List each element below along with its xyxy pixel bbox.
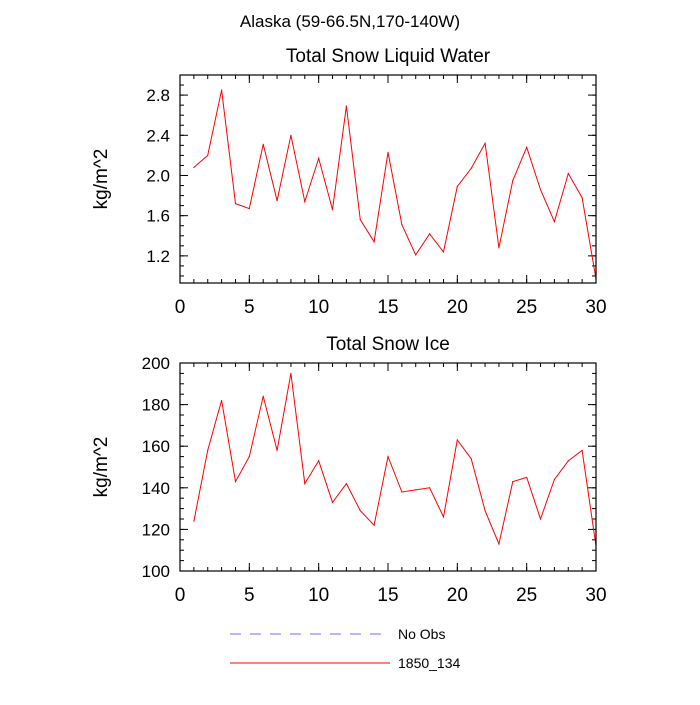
data-point [304,201,306,203]
data-point [359,510,361,512]
data-point [581,196,583,199]
data-point [539,518,542,520]
data-point [193,166,195,169]
x-tick-label: 10 [308,297,329,318]
data-point [442,516,445,518]
data-point [221,89,223,91]
y-tick-label: 120 [142,520,170,539]
x-tick-label: 20 [447,297,468,318]
x-tick-label: 5 [244,585,255,606]
data-point [276,449,278,451]
y-axis-label: kg/m^2 [91,437,112,498]
y-tick-label: 1.6 [146,207,170,226]
data-point [470,167,472,170]
y-tick-label: 2.8 [146,86,170,105]
x-tick-label: 0 [175,585,186,606]
data-point [498,543,500,545]
x-tick-label: 5 [244,297,255,318]
panel-title: Total Snow Ice [326,334,450,355]
panel-snow-liquid-water: Total Snow Liquid Water kg/m^2 1.2 1.6 2.0 2.… [91,46,607,318]
plot-frame [179,74,597,284]
legend-label: 1850_134 [398,655,461,671]
data-point [331,209,334,211]
data-point [373,524,375,526]
y-tick-label: 1.2 [146,247,170,266]
data-point [345,105,347,107]
data-point [304,483,306,485]
data-point [526,476,528,478]
data-point [442,251,445,253]
x-tick-label: 30 [585,297,606,318]
series-line-1850_134 [193,373,597,547]
figure-title: Alaska (59-66.5N,170-140W) [240,12,460,31]
legend: No Obs 1850_134 [230,626,461,671]
data-point [553,478,556,481]
data-point [234,203,237,205]
data-point [318,460,320,462]
data-point [567,460,569,462]
data-point [553,221,556,223]
data-point [387,456,389,458]
y-tick-label: 2.4 [146,126,170,145]
y-tick-label: 200 [142,354,170,373]
x-tick-label: 15 [377,297,398,318]
y-tick-label: 160 [142,437,170,456]
data-point [401,224,403,226]
series-line-1850_134 [193,89,597,280]
data-point [470,458,472,460]
data-point [248,456,250,458]
y-axis-label: kg/m^2 [91,149,112,210]
data-point [193,520,195,522]
x-tick-label: 30 [585,585,606,606]
data-point [512,480,514,483]
x-tick-label: 25 [516,585,537,606]
data-point [581,449,583,451]
x-tick-label: 10 [308,585,329,606]
data-point [387,151,389,153]
data-point [512,179,514,182]
plot-frame [179,362,597,572]
data-point [221,399,223,402]
data-point [345,483,347,485]
data-point [401,491,403,493]
x-tick-label: 0 [175,297,186,318]
y-tick-label: 140 [142,479,170,498]
data-point [234,480,237,483]
data-point [526,146,528,148]
data-point [498,247,500,249]
data-point [276,200,278,202]
y-tick-label: 180 [142,396,170,415]
data-point [415,489,417,491]
y-tick-label: 2.0 [146,166,170,185]
data-point [262,395,264,397]
data-point [331,501,334,503]
data-point [429,487,431,489]
legend-label: No Obs [398,626,445,642]
data-point [207,449,209,451]
data-point [318,157,320,160]
data-point [248,208,250,210]
data-point [567,172,569,175]
x-tick-label: 15 [377,585,398,606]
y-tick-label: 100 [142,562,170,581]
data-point [456,185,458,188]
panel-snow-ice: Total Snow Ice kg/m^2 100 120 140 160 180 200 0 5… [91,334,607,606]
panel-title: Total Snow Liquid Water [286,46,491,67]
data-point [359,219,361,221]
data-point [415,254,417,256]
data-point [262,143,264,145]
data-point [456,439,458,441]
x-tick-label: 25 [516,297,537,318]
data-point [207,154,209,156]
x-tick-label: 20 [447,585,468,606]
data-point [484,510,486,512]
data-point [539,188,542,191]
data-point [373,241,375,243]
data-point [290,134,292,136]
data-point [484,142,486,144]
data-point [290,372,292,374]
data-point [429,233,431,235]
